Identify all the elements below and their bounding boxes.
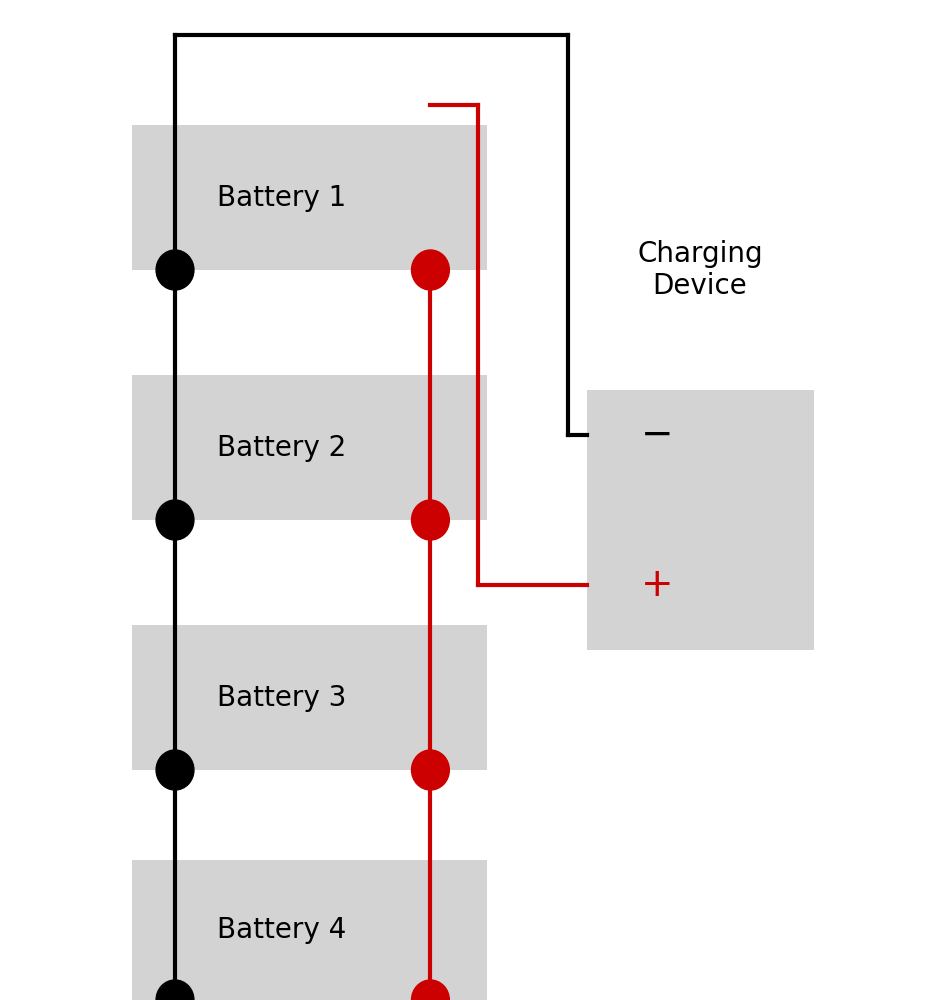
FancyBboxPatch shape xyxy=(132,375,487,520)
Text: Battery 3: Battery 3 xyxy=(217,684,346,712)
Circle shape xyxy=(156,750,194,790)
FancyBboxPatch shape xyxy=(132,125,487,270)
Circle shape xyxy=(156,500,194,540)
Circle shape xyxy=(412,980,449,1000)
FancyBboxPatch shape xyxy=(132,625,487,770)
Circle shape xyxy=(412,500,449,540)
Circle shape xyxy=(412,750,449,790)
Circle shape xyxy=(412,250,449,290)
Text: −: − xyxy=(641,416,674,454)
Text: Battery 4: Battery 4 xyxy=(217,916,346,944)
FancyBboxPatch shape xyxy=(132,860,487,1000)
Circle shape xyxy=(156,250,194,290)
FancyBboxPatch shape xyxy=(587,390,814,650)
Circle shape xyxy=(156,980,194,1000)
Text: Battery 2: Battery 2 xyxy=(217,434,346,462)
Text: +: + xyxy=(641,566,674,604)
Text: Battery 1: Battery 1 xyxy=(217,184,346,212)
Text: Charging
Device: Charging Device xyxy=(638,240,762,300)
